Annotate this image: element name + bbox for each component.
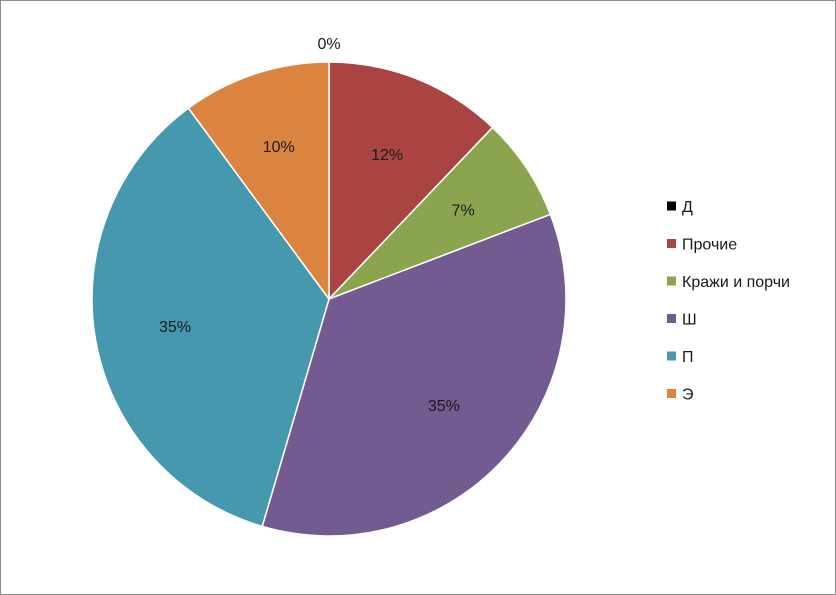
legend: Д Прочие Кражи и порчи Ш П Э [667,199,790,404]
legend-swatch-3 [667,276,676,286]
legend-swatch-1 [667,201,676,211]
data-label-6: 10% [263,139,295,156]
legend-label-6: Э [682,387,694,404]
legend-label-2: Прочие [682,237,737,254]
pie-slice-3 [328,126,552,300]
legend-swatch-6 [667,389,676,398]
pie-slices [91,61,567,537]
data-label-2: 12% [371,147,403,164]
legend-label-3: Кражи и порчи [682,274,790,291]
legend-label-1: Д [682,199,693,216]
legend-swatch-5 [667,351,676,361]
data-labels: 0% 12% 7% 35% 35% 10% [159,36,475,415]
legend-label-5: П [682,349,694,366]
legend-swatch-2 [667,239,676,248]
legend-label-4: Ш [682,312,697,329]
data-label-5: 35% [159,319,191,336]
pie-slice-5 [91,107,330,528]
pie-slice-6 [187,61,330,302]
pie-slice-4 [261,213,567,537]
legend-swatch-4 [667,314,676,323]
data-label-4: 35% [428,398,460,415]
data-label-3: 7% [452,203,475,220]
pie-slice-2 [328,61,494,301]
data-label-1: 0% [317,36,340,53]
